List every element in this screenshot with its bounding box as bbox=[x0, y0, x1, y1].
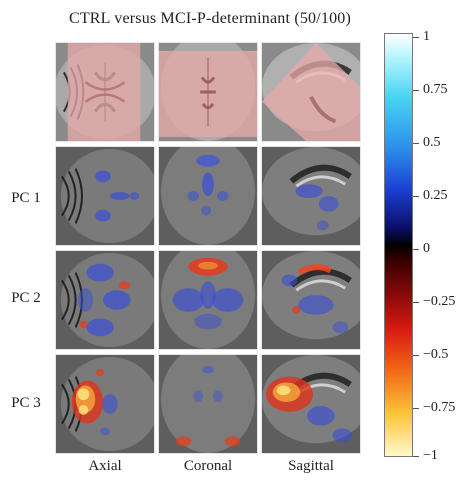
colorbar-tick bbox=[413, 355, 419, 356]
column-label-coronal: Coronal bbox=[183, 458, 233, 474]
colorbar-tick bbox=[413, 302, 419, 303]
colorbar-tick bbox=[413, 196, 419, 197]
colorbar-tick bbox=[413, 90, 419, 91]
panel-mask-coronal bbox=[158, 42, 258, 142]
panel-mask-sagittal bbox=[261, 42, 361, 142]
colorbar bbox=[384, 33, 413, 457]
panel-pc1-axial bbox=[55, 146, 155, 246]
panel-pc2-sagittal bbox=[261, 250, 361, 350]
column-label-sagittal: Sagittal bbox=[288, 458, 334, 474]
colorbar-tick-label: 0.75 bbox=[423, 82, 448, 97]
row-label-pc1: PC 1 bbox=[11, 190, 41, 206]
colorbar-tick-label: 0.5 bbox=[423, 135, 441, 150]
colorbar-tick bbox=[413, 456, 419, 457]
panel-pc2-axial bbox=[55, 250, 155, 350]
panel-pc2-coronal bbox=[158, 250, 258, 350]
colorbar-tick-label: −0.75 bbox=[423, 400, 456, 415]
column-label-axial: Axial bbox=[88, 458, 122, 474]
panel-pc3-sagittal bbox=[261, 354, 361, 454]
panel-pc1-coronal bbox=[158, 146, 258, 246]
figure-title: CTRL versus MCI-P-determinant (50/100) bbox=[68, 10, 352, 27]
panel-mask-axial bbox=[55, 42, 155, 142]
colorbar-tick bbox=[413, 249, 419, 250]
colorbar-tick bbox=[413, 143, 419, 144]
colorbar-tick-label: 1 bbox=[423, 29, 430, 44]
colorbar-tick-label: −1 bbox=[423, 448, 438, 463]
panel-pc3-coronal bbox=[158, 354, 258, 454]
row-label-pc3: PC 3 bbox=[11, 395, 41, 411]
colorbar-tick-label: −0.5 bbox=[423, 347, 449, 362]
colorbar-tick-label: 0 bbox=[423, 241, 430, 256]
colorbar-tick bbox=[413, 37, 419, 38]
colorbar-tick-label: −0.25 bbox=[423, 294, 456, 309]
panel-pc1-sagittal bbox=[261, 146, 361, 246]
panel-pc3-axial bbox=[55, 354, 155, 454]
colorbar-tick-label: 0.25 bbox=[423, 188, 448, 203]
colorbar-tick bbox=[413, 408, 419, 409]
row-label-pc2: PC 2 bbox=[11, 290, 41, 306]
